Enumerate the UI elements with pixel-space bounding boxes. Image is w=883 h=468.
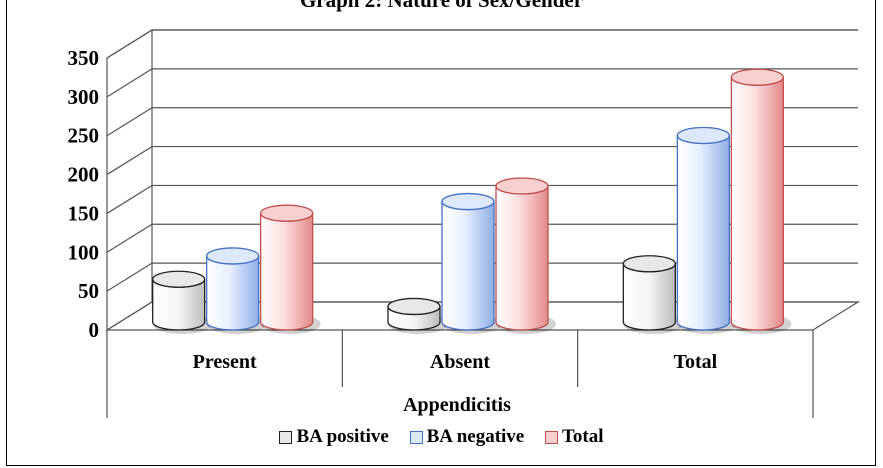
gridline-50: [106, 262, 858, 292]
bar-top: [730, 68, 784, 86]
bar-body: [441, 201, 495, 331]
bar-ba-positive-total: [622, 255, 684, 334]
y-tick-label-300: 300: [68, 85, 100, 109]
chart-frame: [6, 0, 876, 466]
bar-top: [622, 255, 676, 273]
bar-top: [206, 247, 260, 265]
y-tick-label-150: 150: [68, 201, 100, 225]
legend-label-ba-negative: BA negative: [426, 426, 525, 447]
y-tick-label-250: 250: [68, 124, 100, 148]
bar-top: [676, 126, 730, 145]
y-tick-label-50: 50: [78, 279, 99, 303]
gridline-100: [106, 223, 858, 253]
gridline-150: [106, 184, 858, 214]
x-tick-label-present: Present: [193, 351, 257, 373]
gridline-250: [106, 107, 858, 137]
bar-total-absent: [495, 177, 556, 334]
legend-item-ba-negative: BA negative: [409, 426, 525, 448]
legend-swatch-ba-positive: [279, 430, 293, 444]
y-tick-label-350: 350: [68, 46, 100, 70]
chart-title: Graph 2: Nature of Sex/Gender: [299, 0, 584, 12]
gridline-300: [106, 68, 858, 98]
bar-top: [260, 204, 314, 222]
bar-ba-negative-total: [676, 126, 738, 334]
legend-item-ba-positive: BA positive: [279, 426, 389, 448]
legend-label-ba-positive: BA positive: [296, 426, 389, 447]
bar-ba-positive-absent: [387, 297, 448, 334]
y-tick-label-200: 200: [68, 163, 100, 187]
bar-ba-positive-present: [152, 270, 213, 334]
bar-body: [730, 77, 784, 331]
legend-swatch-ba-negative: [409, 430, 423, 444]
gridline-200: [106, 145, 858, 176]
gridline-350: [106, 29, 858, 59]
bar-top: [387, 297, 441, 316]
legend: BA positive BA negative Total: [0, 426, 883, 450]
bar-ba-negative-absent: [441, 192, 502, 334]
bar-body: [260, 213, 314, 331]
back-wall-top: [106, 29, 858, 59]
y-tick-label-0: 0: [89, 318, 100, 342]
bar-total-present: [260, 204, 321, 334]
legend-label-total: Total: [561, 426, 604, 447]
legend-swatch-total: [544, 430, 558, 444]
bar-total-total: [730, 68, 792, 334]
bar-body: [622, 263, 676, 331]
x-axis-label: Appendicitis: [403, 394, 511, 416]
bar-body: [206, 255, 260, 331]
x-tick-label-absent: Absent: [430, 351, 490, 373]
legend-item-total: Total: [544, 426, 604, 448]
bar-ba-negative-present: [206, 247, 267, 334]
bar-top: [152, 270, 206, 288]
x-tick-label-total: Total: [673, 351, 717, 373]
bar-body: [495, 185, 549, 331]
bar-top: [441, 192, 495, 211]
y-tick-label-100: 100: [68, 240, 100, 264]
bar-body: [676, 135, 730, 331]
bar-top: [495, 177, 549, 195]
